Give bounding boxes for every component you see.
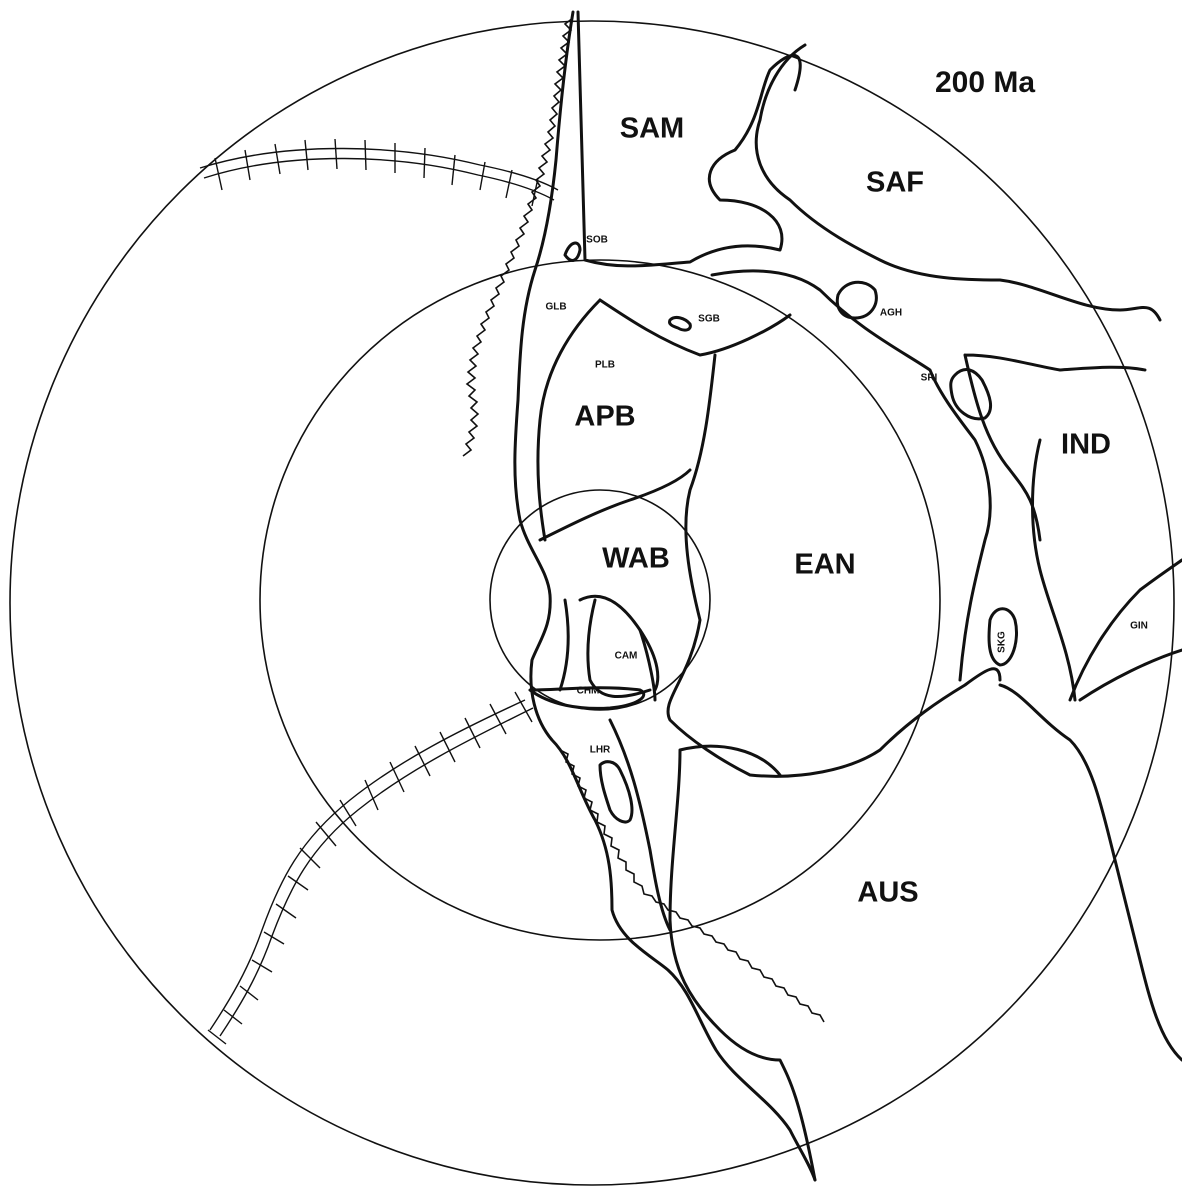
india-coast <box>963 353 1147 702</box>
label-ean: EAN <box>794 549 855 581</box>
label-sri: SRI <box>921 373 938 384</box>
label-apb: APB <box>574 401 635 433</box>
label-cam: CAM <box>615 651 638 662</box>
outer-latitude-circle <box>9 20 1175 1186</box>
mid-ocean-ridge-north <box>199 138 559 207</box>
label-sam: SAM <box>620 113 684 145</box>
label-saf: SAF <box>866 167 924 199</box>
label-wab: WAB <box>602 543 670 575</box>
label-glb: GLB <box>545 302 566 313</box>
middle-latitude-circle <box>259 259 941 941</box>
coastline-africa-north <box>754 43 1162 322</box>
inner-latitude-circle <box>489 489 711 711</box>
subduction-teeth-south <box>559 749 825 1023</box>
label-chm: CHM <box>577 686 600 697</box>
antarctic-margin <box>558 598 672 932</box>
label-lhr: LHR <box>590 745 611 756</box>
lhr-block <box>598 760 634 824</box>
label-gin: GIN <box>1130 621 1148 632</box>
label-aus: AUS <box>857 877 918 909</box>
east-antarctica-coast <box>666 353 1002 778</box>
label-plb: PLB <box>595 360 615 371</box>
age-label: 200 Ma <box>935 66 1035 99</box>
label-sob: SOB <box>586 235 608 246</box>
subduction-trench <box>513 10 817 1182</box>
apb-wab-boundary <box>536 298 792 542</box>
mid-ocean-ridge-southwest <box>207 691 534 1045</box>
coastline-africa-south <box>710 269 992 682</box>
sri-lanka-block <box>949 368 993 421</box>
label-skg: SKG <box>997 631 1008 653</box>
label-agh: AGH <box>880 308 902 319</box>
label-sgb: SGB <box>698 314 720 325</box>
coastline-south-america <box>576 10 802 268</box>
australia-coast <box>668 683 1182 1182</box>
agulhas-block <box>835 280 878 320</box>
label-ind: IND <box>1061 429 1111 461</box>
gin-block <box>1068 558 1182 702</box>
sob-block <box>563 241 582 262</box>
subduction-teeth <box>462 17 574 457</box>
sgb-block <box>668 315 692 332</box>
skg-block <box>987 607 1018 667</box>
chm-block <box>528 686 646 710</box>
